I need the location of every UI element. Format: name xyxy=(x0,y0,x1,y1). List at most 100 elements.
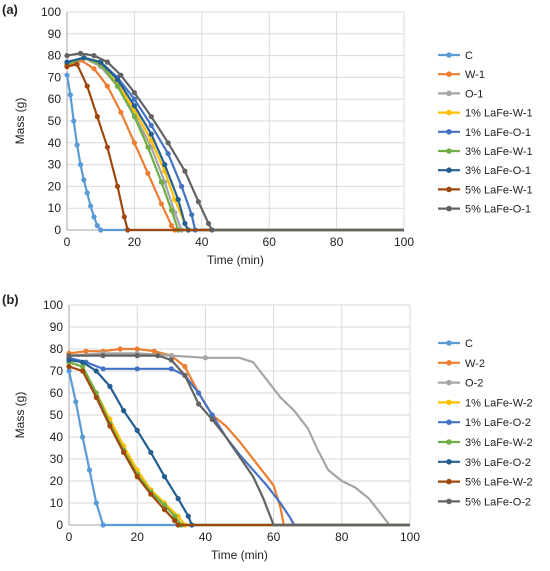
data-point xyxy=(66,368,72,374)
series-6 xyxy=(66,357,410,528)
data-point xyxy=(134,346,140,352)
y-tick-label: 100 xyxy=(43,298,63,312)
x-tick-label: 60 xyxy=(267,530,281,544)
data-point xyxy=(168,207,175,213)
data-point xyxy=(71,118,77,124)
data-point xyxy=(100,366,106,372)
data-point xyxy=(98,59,104,65)
data-point xyxy=(80,359,86,365)
data-point xyxy=(81,55,87,61)
series-8 xyxy=(64,50,404,233)
legend-swatch-marker xyxy=(446,419,452,426)
series-0 xyxy=(64,72,404,233)
x-tick-label: 60 xyxy=(263,235,277,249)
data-point xyxy=(161,507,168,513)
data-point xyxy=(100,522,106,528)
series-7 xyxy=(66,364,410,528)
data-point xyxy=(196,401,202,407)
legend-swatch-marker xyxy=(446,340,452,346)
data-point xyxy=(107,423,113,429)
data-point xyxy=(80,434,86,440)
data-point xyxy=(189,212,195,218)
data-point xyxy=(155,353,161,359)
y-tick-label: 80 xyxy=(48,49,62,63)
legend-label: 1% LaFe-O-2 xyxy=(465,417,531,429)
data-point xyxy=(91,53,97,59)
legend-swatch-marker xyxy=(446,71,452,77)
data-point xyxy=(175,522,181,528)
data-point xyxy=(77,162,84,168)
data-point xyxy=(168,223,175,229)
legend: C W-1 O-1 1% LaFe-W-1 1% LaFe-O-1 3% LaFe-W-1… xyxy=(438,50,533,216)
legend-swatch-marker xyxy=(446,498,452,505)
data-point xyxy=(80,364,86,370)
panel-a: (a) 0 10 20 30 40 50 60 70 80 90 100 0 20 40 60 80 100 Ti… xyxy=(2,2,533,267)
legend-label: O-2 xyxy=(465,378,483,390)
data-point xyxy=(134,474,140,480)
y-tick-label: 100 xyxy=(41,5,61,19)
data-point xyxy=(64,72,70,78)
legend-swatch-marker xyxy=(446,379,452,386)
data-point xyxy=(168,357,174,363)
data-point xyxy=(131,103,137,109)
series-6 xyxy=(64,55,404,233)
y-tick-label: 10 xyxy=(48,201,62,215)
data-point xyxy=(182,168,188,174)
data-point xyxy=(161,474,168,480)
data-point xyxy=(162,162,168,168)
data-point xyxy=(165,151,171,157)
series-line xyxy=(68,365,410,527)
data-point xyxy=(125,227,131,233)
data-point xyxy=(145,144,151,150)
y-tick-label: 70 xyxy=(50,364,64,378)
data-point xyxy=(64,53,70,59)
data-point xyxy=(175,196,181,203)
x-tick-label: 40 xyxy=(199,530,213,544)
legend-label: 3% LaFe-O-1 xyxy=(465,165,531,177)
y-tick-label: 90 xyxy=(50,320,64,334)
data-point xyxy=(118,109,124,115)
legend-label: 5% LaFe-O-1 xyxy=(465,204,531,216)
y-tick-label: 30 xyxy=(48,158,62,172)
panel-b: (b) 0 10 20 30 40 50 60 70 80 90 100 0 20 40 60 80 100 Ti… xyxy=(2,292,533,562)
data-point xyxy=(86,467,93,473)
y-tick-label: 0 xyxy=(56,518,63,532)
panel-label: (a) xyxy=(2,2,18,17)
legend-label: 5% LaFe-W-1 xyxy=(465,184,533,196)
data-point xyxy=(98,227,104,233)
data-point xyxy=(182,364,188,370)
legend-label: W-2 xyxy=(465,358,485,370)
data-point xyxy=(148,449,154,455)
series-line xyxy=(68,356,410,527)
data-point xyxy=(77,50,84,57)
legend-swatch-marker xyxy=(446,205,452,212)
legend-label: 3% LaFe-W-2 xyxy=(465,437,533,449)
y-tick-label: 60 xyxy=(50,386,64,400)
data-point xyxy=(175,496,181,502)
data-point xyxy=(182,372,188,378)
data-point xyxy=(209,227,215,233)
x-axis-label: Time (min) xyxy=(211,548,268,562)
data-point xyxy=(93,394,99,400)
data-point xyxy=(145,170,151,176)
data-point xyxy=(84,190,90,196)
data-point xyxy=(131,140,137,146)
y-tick-label: 40 xyxy=(50,430,64,444)
y-tick-label: 70 xyxy=(48,70,62,84)
data-point xyxy=(74,61,80,67)
data-point xyxy=(67,92,73,98)
data-point xyxy=(121,214,127,220)
x-tick-label: 20 xyxy=(128,235,142,249)
data-point xyxy=(84,83,90,89)
data-point xyxy=(134,353,140,359)
data-point xyxy=(66,364,72,370)
y-tick-label: 30 xyxy=(50,452,64,466)
data-point xyxy=(80,368,86,374)
data-point xyxy=(185,513,191,519)
legend-swatch-marker xyxy=(446,167,452,173)
legend-label: O-1 xyxy=(465,88,483,100)
data-point xyxy=(148,114,154,120)
legend-swatch-marker xyxy=(446,52,452,58)
x-tick-label: 100 xyxy=(400,530,420,544)
data-point xyxy=(91,66,97,72)
